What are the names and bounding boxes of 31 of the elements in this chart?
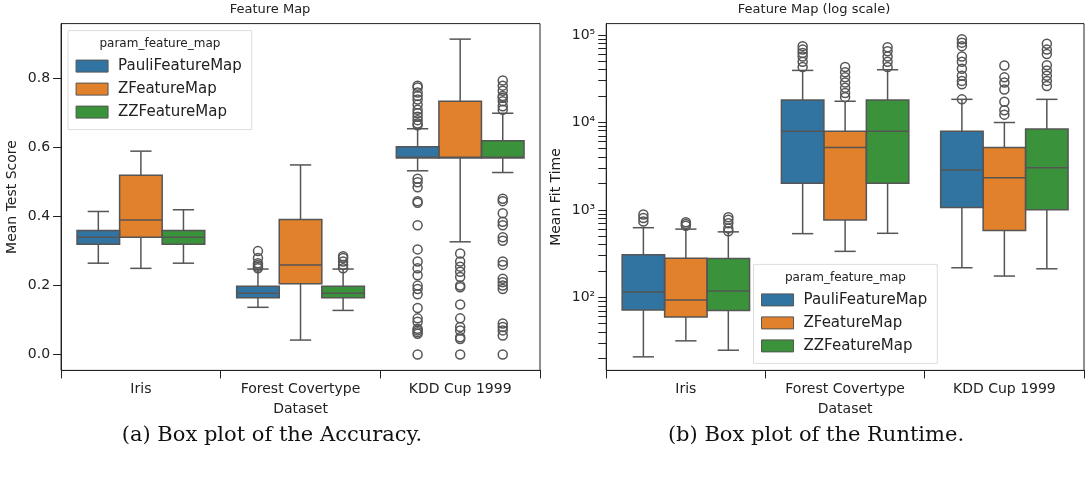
y-tick-label: 0.2	[27, 276, 51, 293]
x-tick-label: KDD Cup 1999	[408, 380, 512, 397]
text: (a) Box plot of the Accuracy.	[121, 422, 423, 446]
y-tick-label: 10³	[571, 200, 596, 217]
y-tick-label: 0.6	[27, 138, 51, 155]
x-tick-label: Iris	[130, 380, 152, 397]
chart-title: Feature Map (log scale)	[737, 1, 891, 17]
legend-label: ZFeatureMap	[118, 78, 217, 97]
y-axis-title: Mean Test Score	[3, 140, 20, 254]
x-tick-label: Forest Covertype	[785, 380, 905, 397]
y-tick-label: 0.4	[27, 207, 51, 224]
y-tick-label: 0.8	[27, 69, 51, 86]
legend-label: ZFeatureMap	[803, 312, 903, 331]
y-tick-label: 0.0	[27, 345, 51, 362]
y-tick-label: 10⁵	[571, 25, 596, 42]
chart-title: Feature Map	[229, 1, 311, 17]
legend-title: param_feature_map	[784, 269, 906, 284]
x-axis-title: Dataset	[273, 400, 329, 417]
legend-label: ZZFeatureMap	[118, 101, 227, 120]
x-tick-label: Iris	[675, 380, 697, 397]
legend-title: param_feature_map	[99, 35, 221, 50]
y-axis-title: Mean Fit Time	[547, 148, 564, 246]
text: (b) Box plot of the Runtime.	[667, 422, 965, 446]
x-tick-label: KDD Cup 1999	[952, 380, 1056, 397]
legend-label: ZZFeatureMap	[803, 335, 913, 354]
x-axis-title: Dataset	[817, 400, 874, 417]
x-tick-label: Forest Covertype	[240, 380, 361, 397]
legend-label: PauliFeatureMap	[803, 289, 928, 308]
legend-label: PauliFeatureMap	[118, 55, 242, 74]
y-tick-label: 10⁴	[571, 113, 596, 130]
y-tick-label: 10²	[571, 288, 596, 305]
